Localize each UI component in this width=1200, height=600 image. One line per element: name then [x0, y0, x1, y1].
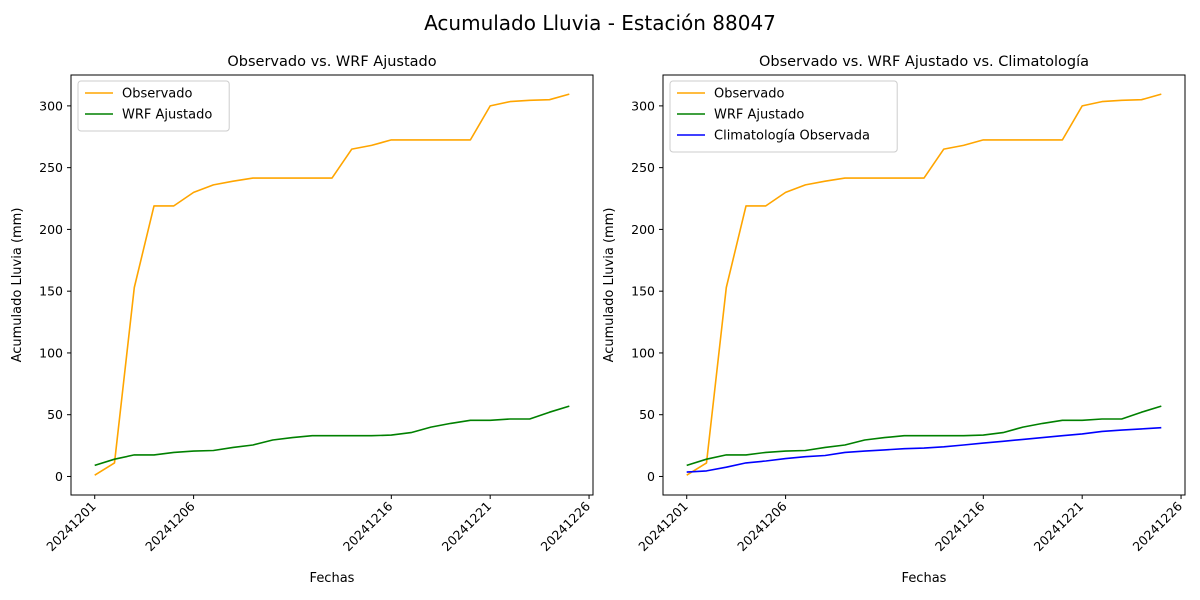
legend-box — [77, 80, 230, 132]
legend-label-observado: Observado — [714, 87, 785, 102]
axes-frame — [662, 74, 1186, 496]
legend-label-wrf-ajustado: WRF Ajustado — [714, 108, 804, 123]
x-tick-label: 20241226 — [1130, 498, 1186, 554]
legend: Observado WRF Ajustado Climatología Observ… — [669, 80, 898, 153]
chart-panel-observado-wrf: Observado vs. WRF Ajustado 0 50 100 150 200 25… — [10, 54, 594, 586]
y-tick-label: 200 — [39, 222, 63, 237]
series-line-observado — [686, 93, 1162, 476]
y-tick-label: 250 — [631, 160, 655, 175]
legend-label-observado: Observado — [122, 87, 193, 102]
x-axis-label: Fechas — [902, 571, 947, 586]
x-tick-label: 20241221 — [439, 499, 495, 555]
x-tick-label: 20241206 — [734, 498, 790, 554]
chart-panel-observado-wrf-climatologia: Observado vs. WRF Ajustado vs. Climatolo… — [602, 54, 1186, 586]
y-tick-label: 150 — [39, 284, 63, 299]
y-tick-label: 150 — [631, 284, 655, 299]
y-tick-label: 50 — [639, 407, 655, 422]
panel-title: Observado vs. WRF Ajustado vs. Climatolo… — [759, 54, 1089, 70]
x-tick-label: 20241216 — [340, 498, 396, 554]
legend-label-wrf-ajustado: WRF Ajustado — [122, 108, 212, 123]
panel-title: Observado vs. WRF Ajustado — [227, 54, 436, 70]
y-axis-label: Acumulado Lluvia (mm) — [10, 208, 25, 363]
y-tick-label: 0 — [647, 469, 655, 484]
x-tick-label: 20241201 — [43, 499, 99, 555]
legend-label-climatologia-observada: Climatología Observada — [714, 129, 870, 144]
series-line-climatologia-observada — [686, 426, 1162, 473]
y-tick-label: 0 — [55, 469, 63, 484]
axes-frame — [70, 74, 594, 496]
x-tick-label: 20241206 — [142, 498, 198, 554]
x-tick-label: 20241226 — [538, 498, 594, 554]
y-tick-label: 300 — [631, 98, 655, 113]
series-line-wrf-ajustado — [94, 405, 570, 467]
figure-title: Acumulado Lluvia - Estación 88047 — [424, 11, 776, 35]
y-tick-label: 250 — [39, 160, 63, 175]
legend-box — [669, 80, 898, 153]
y-tick-label: 100 — [631, 345, 655, 360]
y-tick-label: 100 — [39, 345, 63, 360]
y-tick-label: 50 — [47, 407, 63, 422]
y-axis-label: Acumulado Lluvia (mm) — [602, 208, 617, 363]
series-line-wrf-ajustado — [686, 405, 1162, 467]
y-tick-label: 200 — [631, 222, 655, 237]
x-tick-label: 20241201 — [635, 499, 691, 555]
y-tick-label: 300 — [39, 98, 63, 113]
legend: Observado WRF Ajustado — [77, 80, 230, 132]
x-axis-label: Fechas — [310, 571, 355, 586]
series-line-observado — [94, 93, 570, 476]
x-tick-label: 20241216 — [932, 498, 988, 554]
x-tick-label: 20241221 — [1031, 499, 1087, 555]
